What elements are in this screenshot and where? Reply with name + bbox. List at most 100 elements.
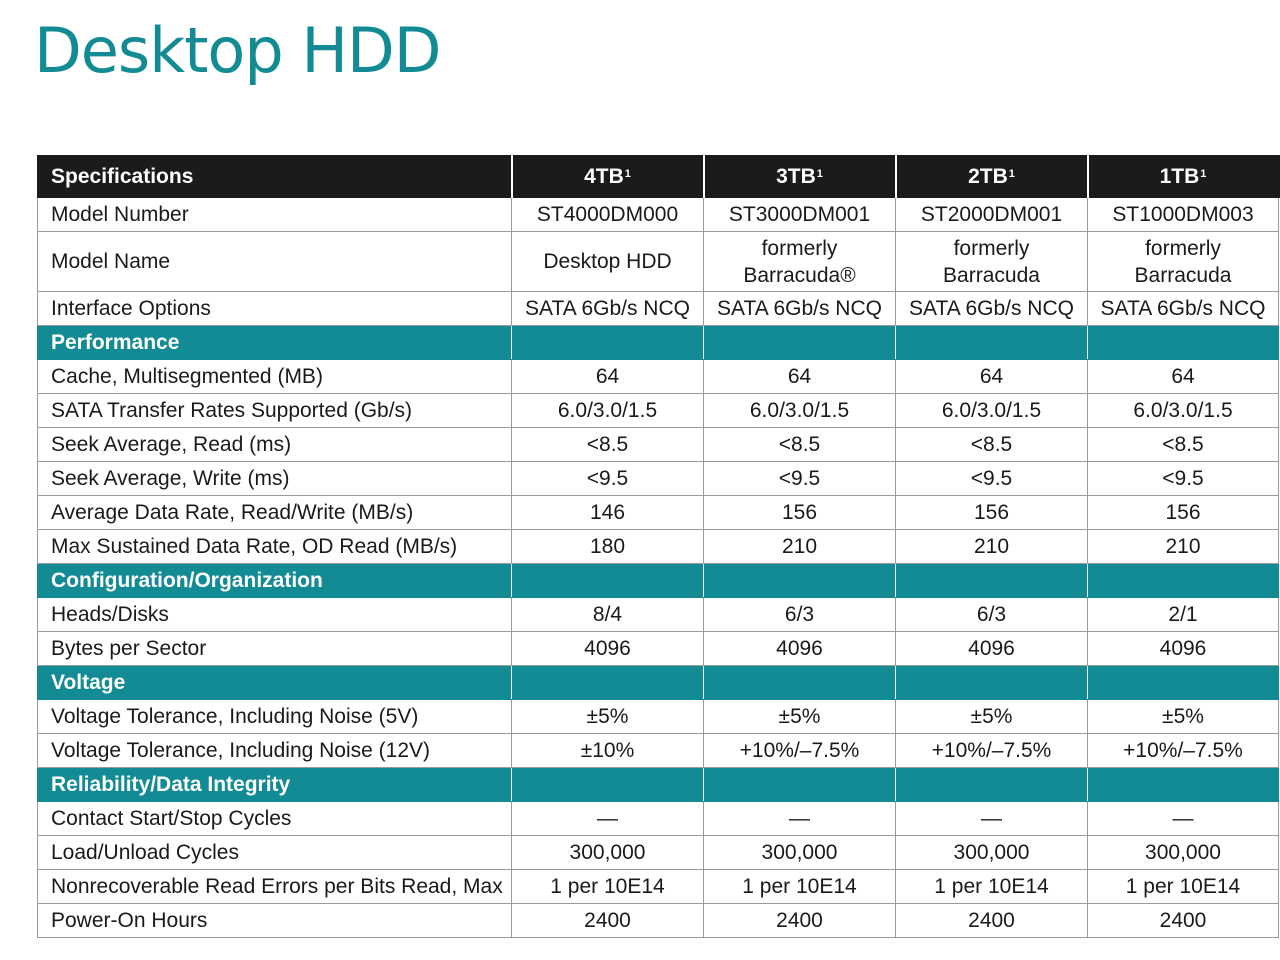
table-row: Voltage Tolerance, Including Noise (12V)… — [37, 733, 1279, 768]
spec-label: Nonrecoverable Read Errors per Bits Read… — [37, 869, 512, 904]
section-filler-cell — [511, 767, 704, 802]
header-capacity-3tb: 3TB1 — [703, 155, 897, 198]
section-title: Voltage — [37, 665, 512, 700]
spec-value: 6.0/3.0/1.5 — [703, 393, 896, 428]
spec-value: 4096 — [1087, 631, 1279, 666]
spec-value: +10%/–7.5% — [703, 733, 896, 768]
section-filler-cell — [895, 767, 1088, 802]
spec-value: ST3000DM001 — [703, 197, 896, 232]
spec-value: — — [703, 801, 896, 836]
table-row: Seek Average, Read (ms) <8.5 <8.5 <8.5 <8.5 — [37, 427, 1279, 462]
spec-value: 6/3 — [895, 597, 1088, 632]
section-filler-cell — [703, 665, 896, 700]
spec-value: 64 — [1087, 359, 1279, 394]
header-specifications: Specifications — [37, 155, 513, 198]
spec-value: 2400 — [1087, 903, 1279, 938]
spec-value: SATA 6Gb/s NCQ — [1087, 291, 1279, 326]
spec-value: 300,000 — [511, 835, 704, 870]
spec-value: formerly Barracuda — [1087, 231, 1279, 292]
spec-label: Voltage Tolerance, Including Noise (5V) — [37, 699, 512, 734]
spec-value: 64 — [895, 359, 1088, 394]
spec-value: ST4000DM000 — [511, 197, 704, 232]
spec-label: Power-On Hours — [37, 903, 512, 938]
header-capacity-4tb: 4TB1 — [511, 155, 705, 198]
spec-value: 180 — [511, 529, 704, 564]
spec-value: 300,000 — [1087, 835, 1279, 870]
header-capacity-2tb: 2TB1 — [895, 155, 1089, 198]
spec-value: 300,000 — [895, 835, 1088, 870]
footnote-marker: 1 — [816, 167, 823, 180]
page-title: Desktop HDD — [34, 14, 442, 87]
spec-value: <8.5 — [895, 427, 1088, 462]
spec-label: Bytes per Sector — [37, 631, 512, 666]
spec-value: 64 — [511, 359, 704, 394]
header-capacity-label: 4TB — [584, 164, 624, 188]
spec-value: 300,000 — [703, 835, 896, 870]
spec-value: formerly Barracuda® — [703, 231, 896, 292]
footnote-marker: 1 — [1008, 167, 1015, 180]
spec-value: SATA 6Gb/s NCQ — [703, 291, 896, 326]
spec-value: 1 per 10E14 — [1087, 869, 1279, 904]
spec-label: Seek Average, Write (ms) — [37, 461, 512, 496]
spec-value: 64 — [703, 359, 896, 394]
spec-value: 6.0/3.0/1.5 — [511, 393, 704, 428]
spec-label: Contact Start/Stop Cycles — [37, 801, 512, 836]
spec-value: 8/4 — [511, 597, 704, 632]
section-filler-cell — [703, 563, 896, 598]
spec-label: Model Name — [37, 231, 512, 292]
spec-value: 2400 — [511, 903, 704, 938]
table-row: Voltage Tolerance, Including Noise (5V) ±… — [37, 699, 1279, 734]
table-row: Model Number ST4000DM000 ST3000DM001 ST2000… — [37, 197, 1279, 232]
spec-label: Heads/Disks — [37, 597, 512, 632]
specifications-body: Model Number ST4000DM000 ST3000DM001 ST2000… — [37, 197, 1279, 938]
table-row: Max Sustained Data Rate, OD Read (MB/s) 1… — [37, 529, 1279, 564]
table-row: Load/Unload Cycles 300,000 300,000 300,000 3… — [37, 835, 1279, 870]
spec-value: Desktop HDD — [511, 231, 704, 292]
spec-label: Average Data Rate, Read/Write (MB/s) — [37, 495, 512, 530]
spec-value: 1 per 10E14 — [703, 869, 896, 904]
section-filler-cell — [1087, 767, 1279, 802]
spec-value: +10%/–7.5% — [1087, 733, 1279, 768]
section-title: Reliability/Data Integrity — [37, 767, 512, 802]
section-filler-cell — [703, 325, 896, 360]
section-filler-cell — [1087, 325, 1279, 360]
spec-value: 4096 — [703, 631, 896, 666]
table-row: Average Data Rate, Read/Write (MB/s) 146 1… — [37, 495, 1279, 530]
section-title: Configuration/Organization — [37, 563, 512, 598]
spec-value: <9.5 — [895, 461, 1088, 496]
spec-value: <9.5 — [703, 461, 896, 496]
spec-value: ±5% — [895, 699, 1088, 734]
spec-value: <9.5 — [1087, 461, 1279, 496]
spec-value: formerly Barracuda — [895, 231, 1088, 292]
spec-value: 6.0/3.0/1.5 — [1087, 393, 1279, 428]
spec-label: Model Number — [37, 197, 512, 232]
spec-value: 4096 — [895, 631, 1088, 666]
section-filler-cell — [511, 563, 704, 598]
spec-value: 146 — [511, 495, 704, 530]
section-header-row: Performance — [37, 325, 1279, 360]
section-header-row: Voltage — [37, 665, 1279, 700]
section-header-row: Reliability/Data Integrity — [37, 767, 1279, 802]
spec-value: — — [1087, 801, 1279, 836]
spec-value: ±5% — [1087, 699, 1279, 734]
section-filler-cell — [1087, 563, 1279, 598]
table-row: Nonrecoverable Read Errors per Bits Read… — [37, 869, 1279, 904]
section-header-row: Configuration/Organization — [37, 563, 1279, 598]
header-capacity-label: 3TB — [776, 164, 816, 188]
table-row: Bytes per Sector 4096 4096 4096 4096 — [37, 631, 1279, 666]
spec-value: 4096 — [511, 631, 704, 666]
spec-label: Max Sustained Data Rate, OD Read (MB/s) — [37, 529, 512, 564]
spec-value: ST1000DM003 — [1087, 197, 1279, 232]
table-row: Seek Average, Write (ms) <9.5 <9.5 <9.5 <9.5 — [37, 461, 1279, 496]
section-filler-cell — [1087, 665, 1279, 700]
header-capacity-label: 2TB — [968, 164, 1008, 188]
section-filler-cell — [895, 325, 1088, 360]
spec-value: +10%/–7.5% — [895, 733, 1088, 768]
header-capacity-label: 1TB — [1159, 164, 1200, 188]
section-filler-cell — [895, 563, 1088, 598]
spec-label: Seek Average, Read (ms) — [37, 427, 512, 462]
header-capacity-1tb: 1TB1 — [1087, 155, 1280, 198]
spec-value: <8.5 — [1087, 427, 1279, 462]
spec-value: 210 — [895, 529, 1088, 564]
section-filler-cell — [511, 665, 704, 700]
